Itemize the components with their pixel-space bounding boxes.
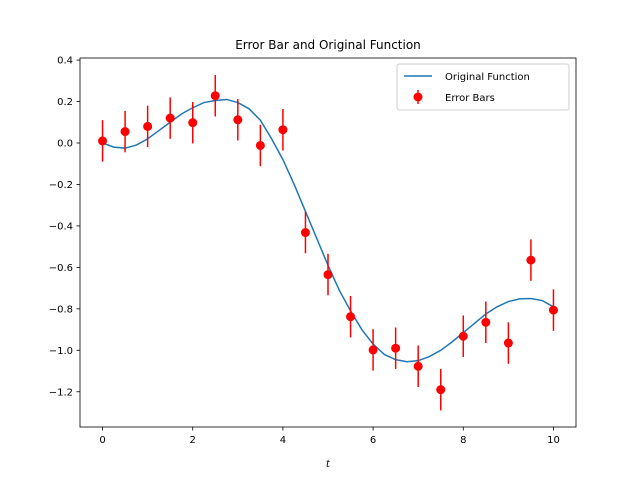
data-point [233, 115, 243, 125]
x-tick-label: 4 [280, 435, 286, 446]
y-tick-label: −0.2 [49, 180, 73, 191]
data-point [165, 113, 175, 123]
legend-entry: Original Function [404, 72, 530, 83]
legend: Original Function Error Bars [396, 63, 570, 111]
y-tick-label: 0.4 [57, 56, 73, 67]
legend-entry: Error Bars [413, 90, 495, 104]
data-point [188, 118, 198, 128]
data-point [548, 305, 558, 315]
y-tick-label: −1.2 [49, 387, 73, 398]
data-point [346, 312, 356, 322]
plot-area [79, 57, 577, 428]
x-tick-label: 6 [370, 435, 376, 446]
legend-swatch-marker [413, 92, 423, 102]
legend-label: Original Function [445, 72, 530, 83]
x-axis-ticks: 0 2 4 6 8 10 [99, 427, 560, 446]
y-tick-label: −0.8 [49, 304, 73, 315]
y-tick-label: −0.6 [49, 263, 73, 274]
data-point [391, 343, 401, 353]
legend-label: Error Bars [445, 93, 495, 104]
x-tick-label: 2 [190, 435, 196, 446]
data-point [120, 127, 130, 137]
x-tick-label: 10 [547, 435, 560, 446]
data-point [323, 270, 333, 280]
data-point [436, 385, 446, 395]
data-point [300, 228, 310, 238]
y-tick-label: 0.0 [57, 138, 73, 149]
x-tick-label: 0 [99, 435, 105, 446]
data-point [413, 361, 423, 371]
data-point [98, 136, 108, 146]
data-point [143, 121, 153, 131]
chart-title: Error Bar and Original Function [235, 38, 421, 52]
data-point [210, 91, 220, 101]
data-point [458, 331, 468, 341]
legend-box [396, 63, 570, 111]
axes-frame [79, 57, 577, 428]
x-tick-label: 8 [460, 435, 466, 446]
data-point [481, 317, 491, 327]
y-tick-label: −1.0 [49, 346, 73, 357]
y-axis-ticks: 0.4 0.2 0.0 −0.2 −0.4 −0.6 −0.8 −1.0 −1.2 [49, 56, 80, 398]
series-errorbars [98, 74, 558, 411]
data-point [526, 255, 536, 265]
x-axis-label: t [326, 459, 331, 470]
y-tick-label: −0.4 [49, 221, 73, 232]
data-point [503, 338, 513, 348]
data-point [278, 125, 288, 135]
data-point [255, 140, 265, 150]
data-point [368, 345, 378, 355]
y-tick-label: 0.2 [57, 97, 73, 108]
